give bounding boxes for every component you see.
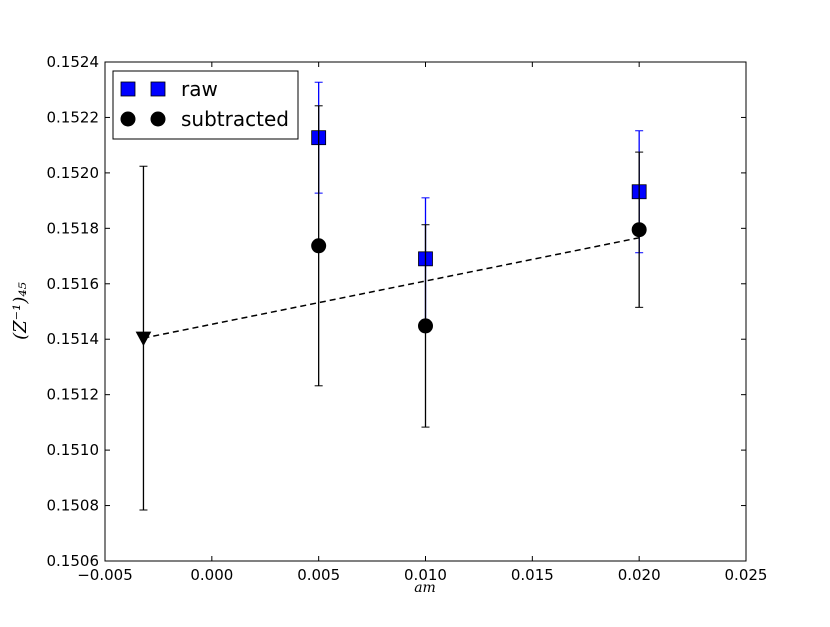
marker bbox=[311, 238, 327, 254]
legend-label: raw bbox=[181, 77, 218, 101]
fit-line bbox=[143, 237, 640, 339]
y-tick-label: 0.1518 bbox=[47, 219, 100, 237]
legend-marker bbox=[120, 111, 136, 127]
y-tick-label: 0.1508 bbox=[47, 497, 100, 515]
legend-label: subtracted bbox=[181, 107, 289, 131]
x-tick-label: 0.005 bbox=[297, 566, 340, 584]
y-tick-label: 0.1506 bbox=[47, 552, 100, 570]
y-tick-label: 0.1524 bbox=[47, 53, 100, 71]
x-tick-label: 0.000 bbox=[190, 566, 233, 584]
y-tick-label: 0.1514 bbox=[47, 330, 100, 348]
x-tick-label: 0.015 bbox=[511, 566, 554, 584]
x-tick-label: 0.025 bbox=[725, 566, 768, 584]
x-axis-label: am bbox=[414, 580, 436, 596]
legend-marker bbox=[120, 81, 136, 97]
legend-marker bbox=[150, 81, 166, 97]
legend-box bbox=[112, 70, 299, 140]
y-tick-label: 0.1510 bbox=[47, 441, 100, 459]
y-tick-label: 0.1516 bbox=[47, 275, 100, 293]
y-tick-label: 0.1520 bbox=[47, 164, 100, 182]
y-axis-label: (Z⁻¹)₄₅ bbox=[10, 282, 31, 340]
plot-frame bbox=[104, 61, 747, 562]
marker bbox=[631, 222, 647, 238]
y-tick-label: 0.1522 bbox=[47, 108, 100, 126]
legend-marker bbox=[150, 111, 166, 127]
marker bbox=[135, 331, 152, 347]
marker bbox=[418, 318, 433, 334]
x-tick-label: 0.010 bbox=[404, 566, 447, 584]
x-tick-label: 0.020 bbox=[618, 566, 661, 584]
y-tick-label: 0.1512 bbox=[47, 386, 100, 404]
x-tick-label: −0.005 bbox=[77, 566, 133, 584]
